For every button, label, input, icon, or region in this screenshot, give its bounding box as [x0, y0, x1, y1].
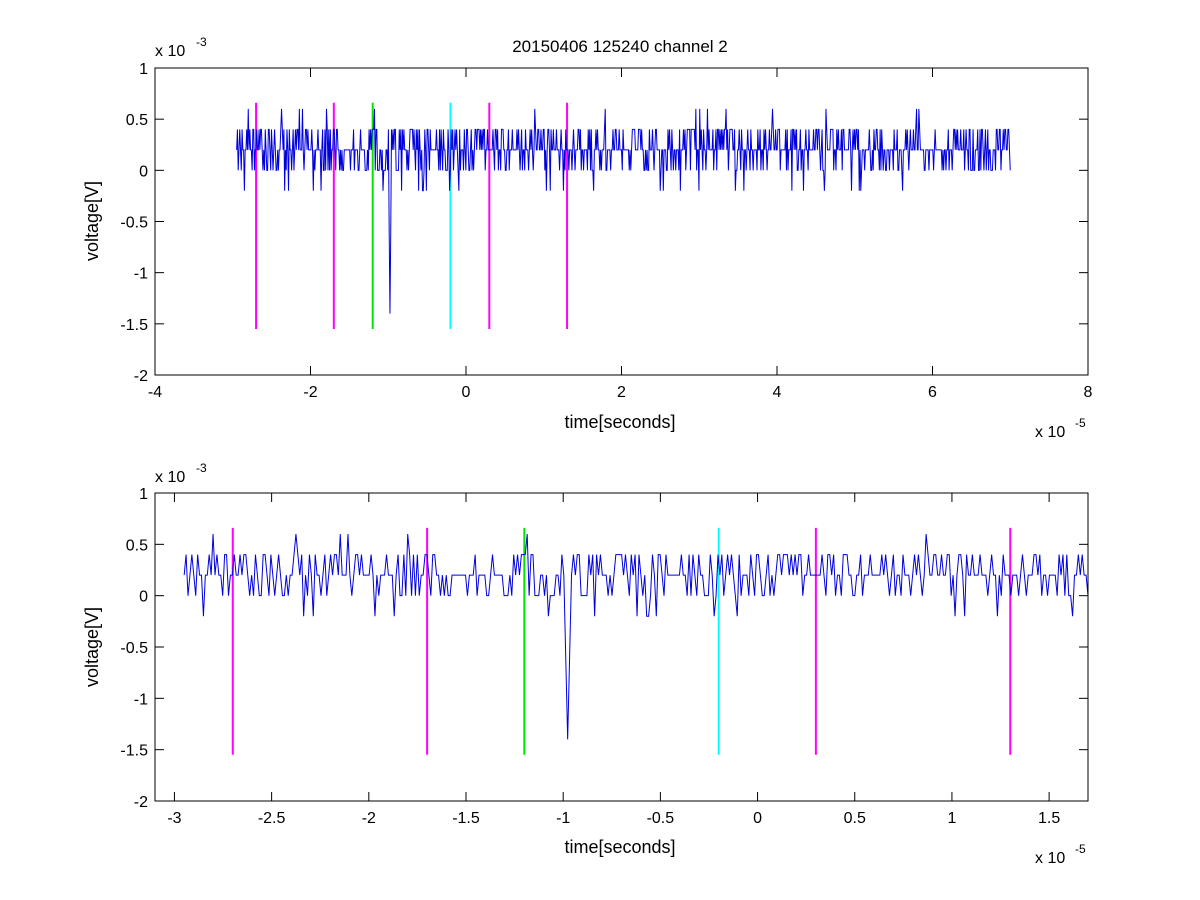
top-signal-trace [236, 108, 1011, 314]
top-y-exponent-power: -3 [196, 35, 207, 49]
bottom-axes-background [155, 493, 1088, 801]
bottom-x-axis-label: time[seconds] [564, 837, 675, 857]
top-y-ticks: -2 -1.5 -1 -0.5 0 0.5 1 [120, 61, 1088, 385]
top-x-tick-label: 6 [928, 384, 937, 401]
bottom-x-tick-label: 0.5 [844, 810, 866, 827]
bottom-x-tick-label: -2.5 [258, 810, 286, 827]
bottom-x-tick-label: 1 [947, 810, 956, 827]
top-y-tick-label: -2 [134, 368, 148, 385]
top-y-exponent-base: x 10 [155, 43, 185, 60]
bottom-y-exponent: x 10 -3 [155, 461, 207, 486]
bottom-y-tick-label: -1.5 [120, 743, 148, 760]
bottom-markers [231, 527, 1012, 755]
top-x-tick-label: 0 [462, 384, 471, 401]
bottom-y-exponent-base: x 10 [155, 469, 185, 486]
top-x-tick-label: 8 [1084, 384, 1093, 401]
top-x-ticks: -4 -2 0 2 4 6 8 [148, 68, 1093, 401]
bottom-x-exponent-base: x 10 [1035, 850, 1065, 867]
top-y-exponent: x 10 -3 [155, 35, 207, 60]
top-x-tick-label: 4 [773, 384, 782, 401]
bottom-y-tick-label: 0.5 [126, 537, 148, 554]
top-y-tick-label: -1.5 [120, 317, 148, 334]
top-x-exponent: x 10 -5 [1035, 416, 1086, 441]
bottom-y-ticks: -2 -1.5 -1 -0.5 0 0.5 1 [120, 486, 1088, 811]
bottom-axes: -3 -2.5 -2 -1.5 -1 -0.5 0 0.5 1 1.5 -2 -1.5 -1 -0.5 0… [82, 461, 1089, 867]
top-y-tick-label: -0.5 [120, 215, 148, 232]
top-y-tick-label: 0 [139, 163, 148, 180]
top-axes: -4 -2 0 2 4 6 8 -2-1.5-1-0.500.51 time[seconds… [82, 35, 1093, 441]
top-y-axis-label: voltage[V] [82, 181, 102, 261]
bottom-x-tick-label: -3 [167, 810, 181, 827]
top-x-exponent-power: -5 [1075, 416, 1086, 430]
top-x-tick-label: -2 [303, 384, 317, 401]
bottom-x-tick-label: 0 [753, 810, 762, 827]
bottom-x-ticks: -3 -2.5 -2 -1.5 -1 -0.5 0 0.5 1 1.5 [167, 493, 1060, 827]
top-x-axis-label: time[seconds] [564, 412, 675, 432]
top-x-tick-label: -4 [148, 384, 162, 401]
bottom-x-tick-label: -1 [556, 810, 570, 827]
bottom-x-exponent-power: -5 [1075, 842, 1086, 856]
bottom-x-exponent: x 10 -5 [1035, 842, 1086, 867]
bottom-x-tick-label: -1.5 [452, 810, 480, 827]
top-axes-background [155, 68, 1088, 375]
top-x-exponent-base: x 10 [1035, 424, 1065, 441]
bottom-y-tick-label: -2 [134, 794, 148, 811]
bottom-y-tick-label: -0.5 [120, 640, 148, 657]
bottom-y-tick-label: -1 [134, 691, 148, 708]
top-y-tick-label: 0.5 [126, 112, 148, 129]
figure-title: 20150406 125240 channel 2 [512, 37, 728, 56]
bottom-y-exponent-power: -3 [196, 461, 207, 475]
bottom-y-axis-label: voltage[V] [82, 607, 102, 687]
top-x-tick-label: 2 [617, 384, 626, 401]
bottom-x-tick-label: -0.5 [647, 810, 675, 827]
top-y-tick-label: -1 [134, 266, 148, 283]
top-y-tick-label: 1 [139, 61, 148, 78]
bottom-y-tick-label: 1 [139, 486, 148, 503]
bottom-x-tick-label: 1.5 [1038, 810, 1060, 827]
bottom-signal-trace [183, 534, 1089, 740]
bottom-x-tick-label: -2 [362, 810, 376, 827]
bottom-y-tick-label: 0 [139, 589, 148, 606]
